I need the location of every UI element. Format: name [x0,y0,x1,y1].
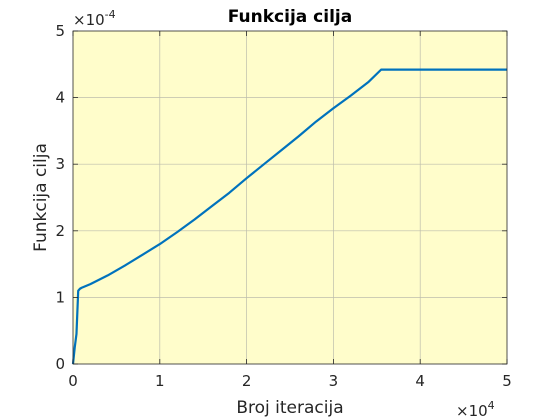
y-multiplier-base: ×10 [73,11,105,29]
y-tick-label: 4 [55,89,65,107]
chart-title: Funkcija cilja [228,7,352,27]
y-tick-label: 2 [55,222,65,240]
y-axis-multiplier: ×10-4 [73,8,116,29]
x-tick-label: 5 [502,372,512,390]
grid [73,31,507,364]
x-tick-label: 4 [415,372,425,390]
y-multiplier-exponent: -4 [105,8,116,21]
ticks: 0 1 2 3 4 5 0 1 2 3 4 5 [55,22,511,390]
x-tick-label: 0 [68,372,78,390]
series-line [71,68,507,365]
x-multiplier-exponent: 4 [488,399,495,412]
x-tick-label: 3 [329,372,339,390]
series-group [71,68,507,365]
y-tick-label: 1 [55,288,65,306]
x-axis-multiplier: ×104 [456,399,495,420]
y-tick-label: 5 [55,22,65,40]
plot-frame [72,30,508,365]
y-tick-label: 3 [55,155,65,173]
plot-area [73,31,507,364]
x-multiplier-base: ×10 [456,402,488,420]
x-tick-label: 2 [242,372,252,390]
y-axis-label: Funkcija cilja [31,143,51,252]
x-tick-label: 1 [155,372,165,390]
y-tick-label: 0 [55,355,65,373]
x-axis-label: Broj iteracija [236,398,343,418]
